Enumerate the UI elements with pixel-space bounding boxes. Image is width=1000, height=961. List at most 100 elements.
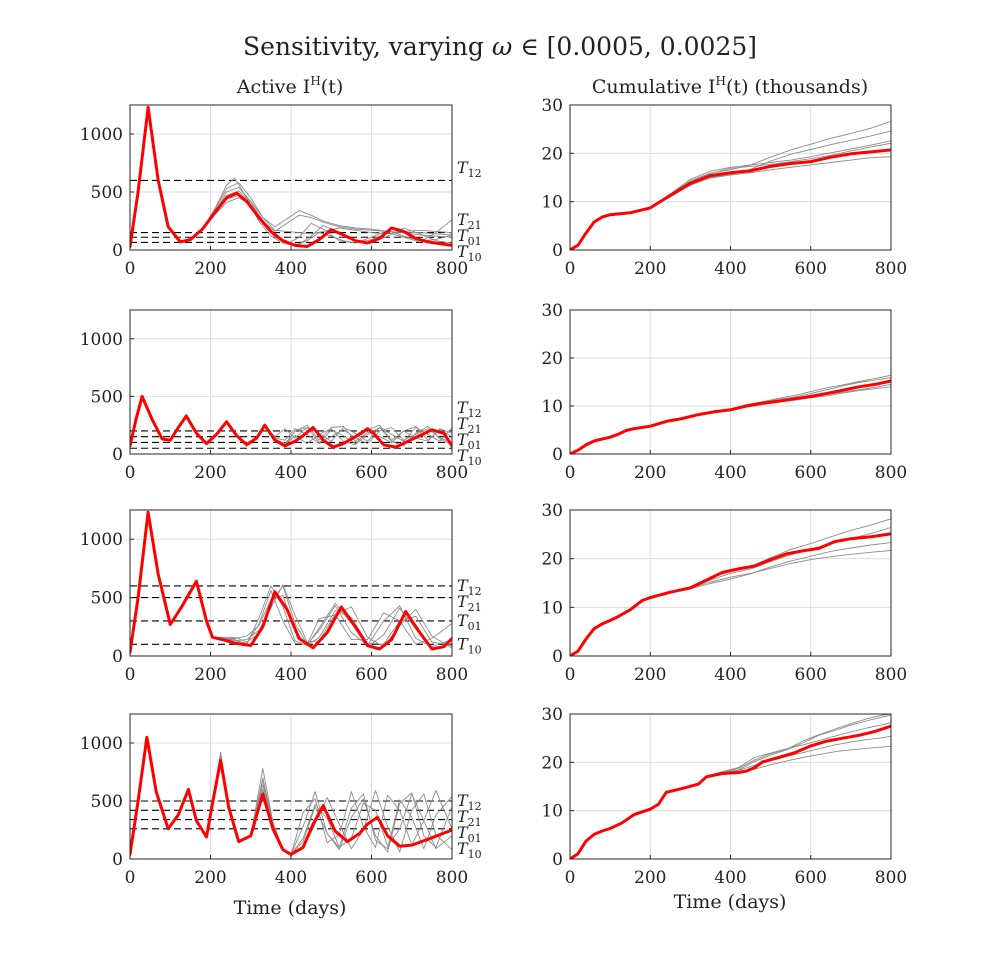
cumulative-1-main-line (570, 148, 891, 250)
cumulative-1-xtick-label-3: 600 (795, 259, 827, 279)
active-2-threshold-label-T10: T10 (457, 446, 482, 468)
cumulative-1-ytick-label-2: 20 (541, 144, 563, 164)
active-2-ytick-label-1: 500 (91, 387, 123, 407)
active-1-threshold-label-T21: T21 (457, 210, 482, 232)
cumulative-2-xtick-label-3: 600 (795, 463, 827, 483)
cumulative-2-xtick-label-2: 400 (714, 463, 746, 483)
active-2-plot-area (130, 394, 452, 449)
cumulative-4-xtick-label-1: 200 (634, 868, 666, 888)
cumulative-1-ytick-label-1: 10 (541, 193, 563, 213)
cumulative-1-ytick-label-0: 0 (552, 241, 563, 261)
active-4-xtick-label-0: 0 (125, 868, 136, 888)
cumulative-1-ytick-label-3: 30 (541, 96, 563, 116)
active-1-ytick-label-2: 1000 (80, 125, 123, 145)
cumulative-2-ytick-label-2: 20 (541, 349, 563, 369)
active-3-xtick-label-1: 200 (194, 665, 226, 685)
cumulative-2-main-line (570, 379, 891, 454)
cumulative-3-ytick-label-1: 10 (541, 598, 563, 618)
cumulative-4-ytick-label-0: 0 (552, 850, 563, 870)
cumulative-2-ytick-label-3: 30 (541, 301, 563, 321)
active-2-threshold-label-T21: T21 (457, 414, 482, 436)
cumulative-3-xtick-label-4: 800 (875, 665, 907, 685)
cumulative-4-xtick-label-4: 800 (875, 868, 907, 888)
cumulative-3-plot-area (570, 518, 891, 656)
cumulative-4-plot-area (570, 714, 891, 859)
cumulative-2-ytick-label-0: 0 (552, 445, 563, 465)
active-3-xtick-label-0: 0 (125, 665, 136, 685)
figure-title: Sensitivity, varying ω ∈ [0.0005, 0.0025… (243, 32, 757, 61)
cumulative-4-ytick-label-2: 20 (541, 753, 563, 773)
active-1-xtick-label-1: 200 (194, 259, 226, 279)
cumulative-1-plot-area (570, 120, 891, 250)
active-4-threshold-label-T12: T12 (457, 791, 482, 813)
active-3-ytick-label-0: 0 (112, 647, 123, 667)
active-1-main-line (130, 105, 452, 248)
active-3-xtick-label-4: 800 (436, 665, 468, 685)
active-4-threshold-label-T10: T10 (457, 839, 482, 861)
active-3-plot-area (130, 510, 452, 654)
cumulative-1-panel: 0 200 400 600 800 0 10 20 30 (541, 96, 907, 279)
active-1-ytick-label-0: 0 (112, 241, 123, 261)
active-2-threshold-label-T12: T12 (457, 398, 482, 420)
active-xlabel: Time (days) (234, 897, 347, 919)
active-2-xtick-label-4: 800 (436, 463, 468, 483)
active-2-xtick-label-1: 200 (194, 463, 226, 483)
cumulative-3-xtick-label-2: 400 (714, 665, 746, 685)
cumulative-title-sup: H (716, 74, 726, 88)
cumulative-3-xtick-label-0: 0 (565, 665, 576, 685)
active-4-ytick-label-1: 500 (91, 792, 123, 812)
active-3-ytick-label-1: 500 (91, 589, 123, 609)
cumulative-3-ytick-label-0: 0 (552, 647, 563, 667)
active-3-threshold-label-T10: T10 (457, 634, 482, 656)
active-3-threshold-label-T21: T21 (457, 592, 482, 614)
active-4-threshold-label-T21: T21 (457, 807, 482, 829)
cumulative-4-xtick-label-3: 600 (795, 868, 827, 888)
cumulative-2-ytick-label-1: 10 (541, 397, 563, 417)
cumulative-3-main-line (570, 532, 891, 656)
cumulative-1-xtick-label-2: 400 (714, 259, 746, 279)
figure-title-range: ∈ [0.0005, 0.0025] (512, 32, 757, 61)
active-3-threshold-label-T12: T12 (457, 576, 482, 598)
active-2-ytick-label-2: 1000 (80, 330, 123, 350)
cumulative-3-ytick-label-3: 30 (541, 501, 563, 521)
active-4-xtick-label-2: 400 (275, 868, 307, 888)
active-3-threshold-label-T01: T01 (457, 611, 482, 633)
active-4-threshold-label-T01: T01 (457, 823, 482, 845)
cumulative-column-title: Cumulative IH(t) (thousands) (592, 74, 868, 98)
active-3-main-line (130, 510, 452, 654)
active-4-xtick-label-4: 800 (436, 868, 468, 888)
cumulative-2-xtick-label-0: 0 (565, 463, 576, 483)
cumulative-3-ytick-label-2: 20 (541, 550, 563, 570)
active-2-main-line (130, 394, 452, 449)
cumulative-4-xtick-label-0: 0 (565, 868, 576, 888)
active-1-xtick-label-4: 800 (436, 259, 468, 279)
cumulative-xlabel: Time (days) (674, 891, 787, 913)
active-1-xtick-label-2: 400 (275, 259, 307, 279)
cumulative-1-xtick-label-1: 200 (634, 259, 666, 279)
active-4-main-line (130, 735, 452, 856)
figure-title-prefix: Sensitivity, varying (243, 32, 492, 61)
active-1-threshold-label-T01: T01 (457, 226, 482, 248)
active-1-plot-area (130, 105, 452, 248)
cumulative-3-xtick-label-3: 600 (795, 665, 827, 685)
cumulative-title-prefix: Cumulative I (592, 76, 716, 98)
cumulative-2-xtick-label-4: 800 (875, 463, 907, 483)
active-4-ytick-label-0: 0 (112, 850, 123, 870)
active-1-threshold-label-T12: T12 (457, 158, 482, 180)
active-2-xtick-label-0: 0 (125, 463, 136, 483)
active-title-sup: H (310, 74, 320, 88)
cumulative-4-xtick-label-2: 400 (714, 868, 746, 888)
active-4-xtick-label-1: 200 (194, 868, 226, 888)
active-title-prefix: Active I (236, 76, 311, 98)
cumulative-2-panel: 0 200 400 600 800 0 10 20 30 (541, 301, 907, 483)
active-1-threshold-label-T10: T10 (457, 242, 482, 264)
active-2-xtick-label-3: 600 (355, 463, 387, 483)
cumulative-4-ytick-label-1: 10 (541, 802, 563, 822)
cumulative-2-plot-area (570, 374, 891, 454)
figure-title-symbol: ω (492, 32, 512, 61)
